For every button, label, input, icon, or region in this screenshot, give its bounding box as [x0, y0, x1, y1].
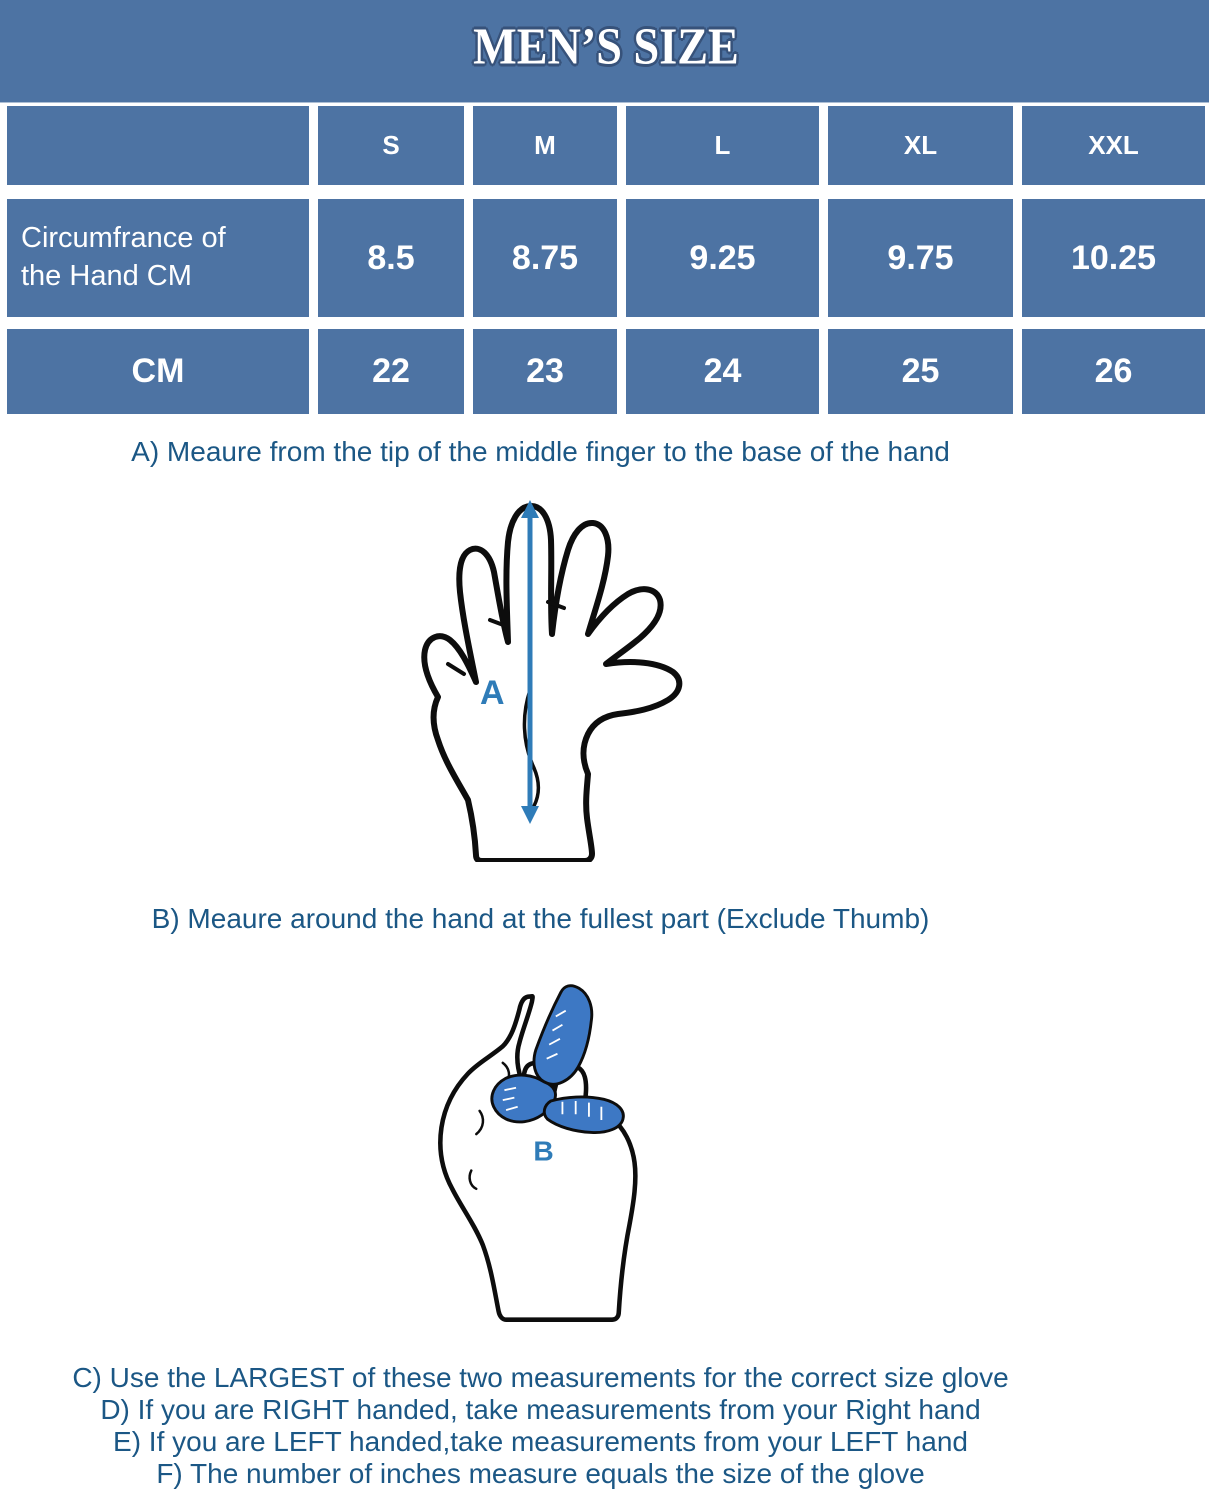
svg-text:B: B — [533, 1135, 553, 1167]
svg-text:A: A — [480, 674, 505, 712]
